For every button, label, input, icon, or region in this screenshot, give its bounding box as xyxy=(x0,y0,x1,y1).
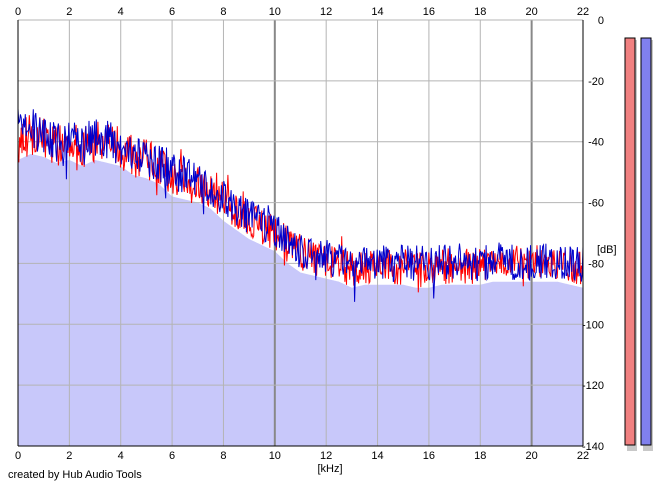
x-tick-label-top: 4 xyxy=(118,6,124,18)
x-tick-label-top: 12 xyxy=(320,6,332,18)
x-tick-label-top: 8 xyxy=(220,6,226,18)
y-tick-label: 0 xyxy=(598,15,604,27)
level-meter-2 xyxy=(640,37,652,446)
y-tick-label: -60 xyxy=(588,198,604,210)
x-tick-label-top: 14 xyxy=(371,6,383,18)
level-meters xyxy=(624,37,653,451)
x-tick-label-bottom: 6 xyxy=(169,450,175,462)
series-line-2 xyxy=(17,108,584,302)
x-tick-label-bottom: 14 xyxy=(371,450,383,462)
y-tick-label: -80 xyxy=(588,258,604,270)
x-tick-label-bottom: 2 xyxy=(66,450,72,462)
level-meter-1 xyxy=(624,37,636,446)
series-layer xyxy=(17,108,584,302)
x-tick-label-top: 10 xyxy=(269,6,281,18)
x-tick-label-bottom: 0 xyxy=(15,450,21,462)
x-tick-label-top: 22 xyxy=(577,6,589,18)
x-tick-labels-top: 0 2 4 6 8 10 12 14 16 18 20 22 xyxy=(15,6,589,18)
x-tick-label-bottom: 20 xyxy=(526,450,538,462)
y-axis-title: [dB] xyxy=(597,244,617,256)
x-tick-label-top: 16 xyxy=(423,6,435,18)
y-tick-label: -20 xyxy=(588,76,604,88)
x-tick-label-bottom: 8 xyxy=(220,450,226,462)
x-tick-label-bottom: 18 xyxy=(474,450,486,462)
x-tick-labels-bottom: 0 2 4 6 8 10 12 14 16 18 20 22 xyxy=(15,450,589,462)
y-tick-label: -140 xyxy=(582,441,604,453)
x-tick-label-top: 0 xyxy=(15,6,21,18)
x-tick-label-top: 18 xyxy=(474,6,486,18)
x-tick-label-bottom: 12 xyxy=(320,450,332,462)
x-axis-title: [kHz] xyxy=(317,463,342,475)
x-tick-label-bottom: 10 xyxy=(269,450,281,462)
x-tick-label-bottom: 4 xyxy=(118,450,124,462)
y-tick-labels: 0 -20 -40 -60 -80 -100 -120 -140 xyxy=(582,15,604,453)
spectrum-fill xyxy=(18,154,583,446)
x-tick-label-top: 6 xyxy=(169,6,175,18)
axis-layer xyxy=(17,20,584,447)
y-tick-label: -120 xyxy=(582,380,604,392)
x-tick-label-bottom: 22 xyxy=(577,450,589,462)
x-tick-label-bottom: 16 xyxy=(423,450,435,462)
x-tick-label-top: 20 xyxy=(526,6,538,18)
y-tick-label: -40 xyxy=(588,137,604,149)
y-tick-label: -100 xyxy=(582,319,604,331)
credit-text: created by Hub Audio Tools xyxy=(8,469,142,481)
x-tick-label-top: 2 xyxy=(66,6,72,18)
spectrum-fill-layer xyxy=(18,154,583,446)
